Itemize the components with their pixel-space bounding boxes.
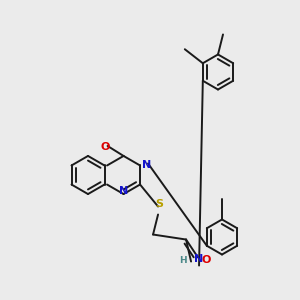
Text: N: N — [194, 254, 203, 263]
Text: H: H — [179, 256, 187, 265]
Text: N: N — [142, 160, 151, 170]
Text: N: N — [119, 186, 128, 196]
Text: S: S — [155, 199, 163, 208]
Text: O: O — [201, 254, 210, 265]
Text: O: O — [101, 142, 110, 152]
